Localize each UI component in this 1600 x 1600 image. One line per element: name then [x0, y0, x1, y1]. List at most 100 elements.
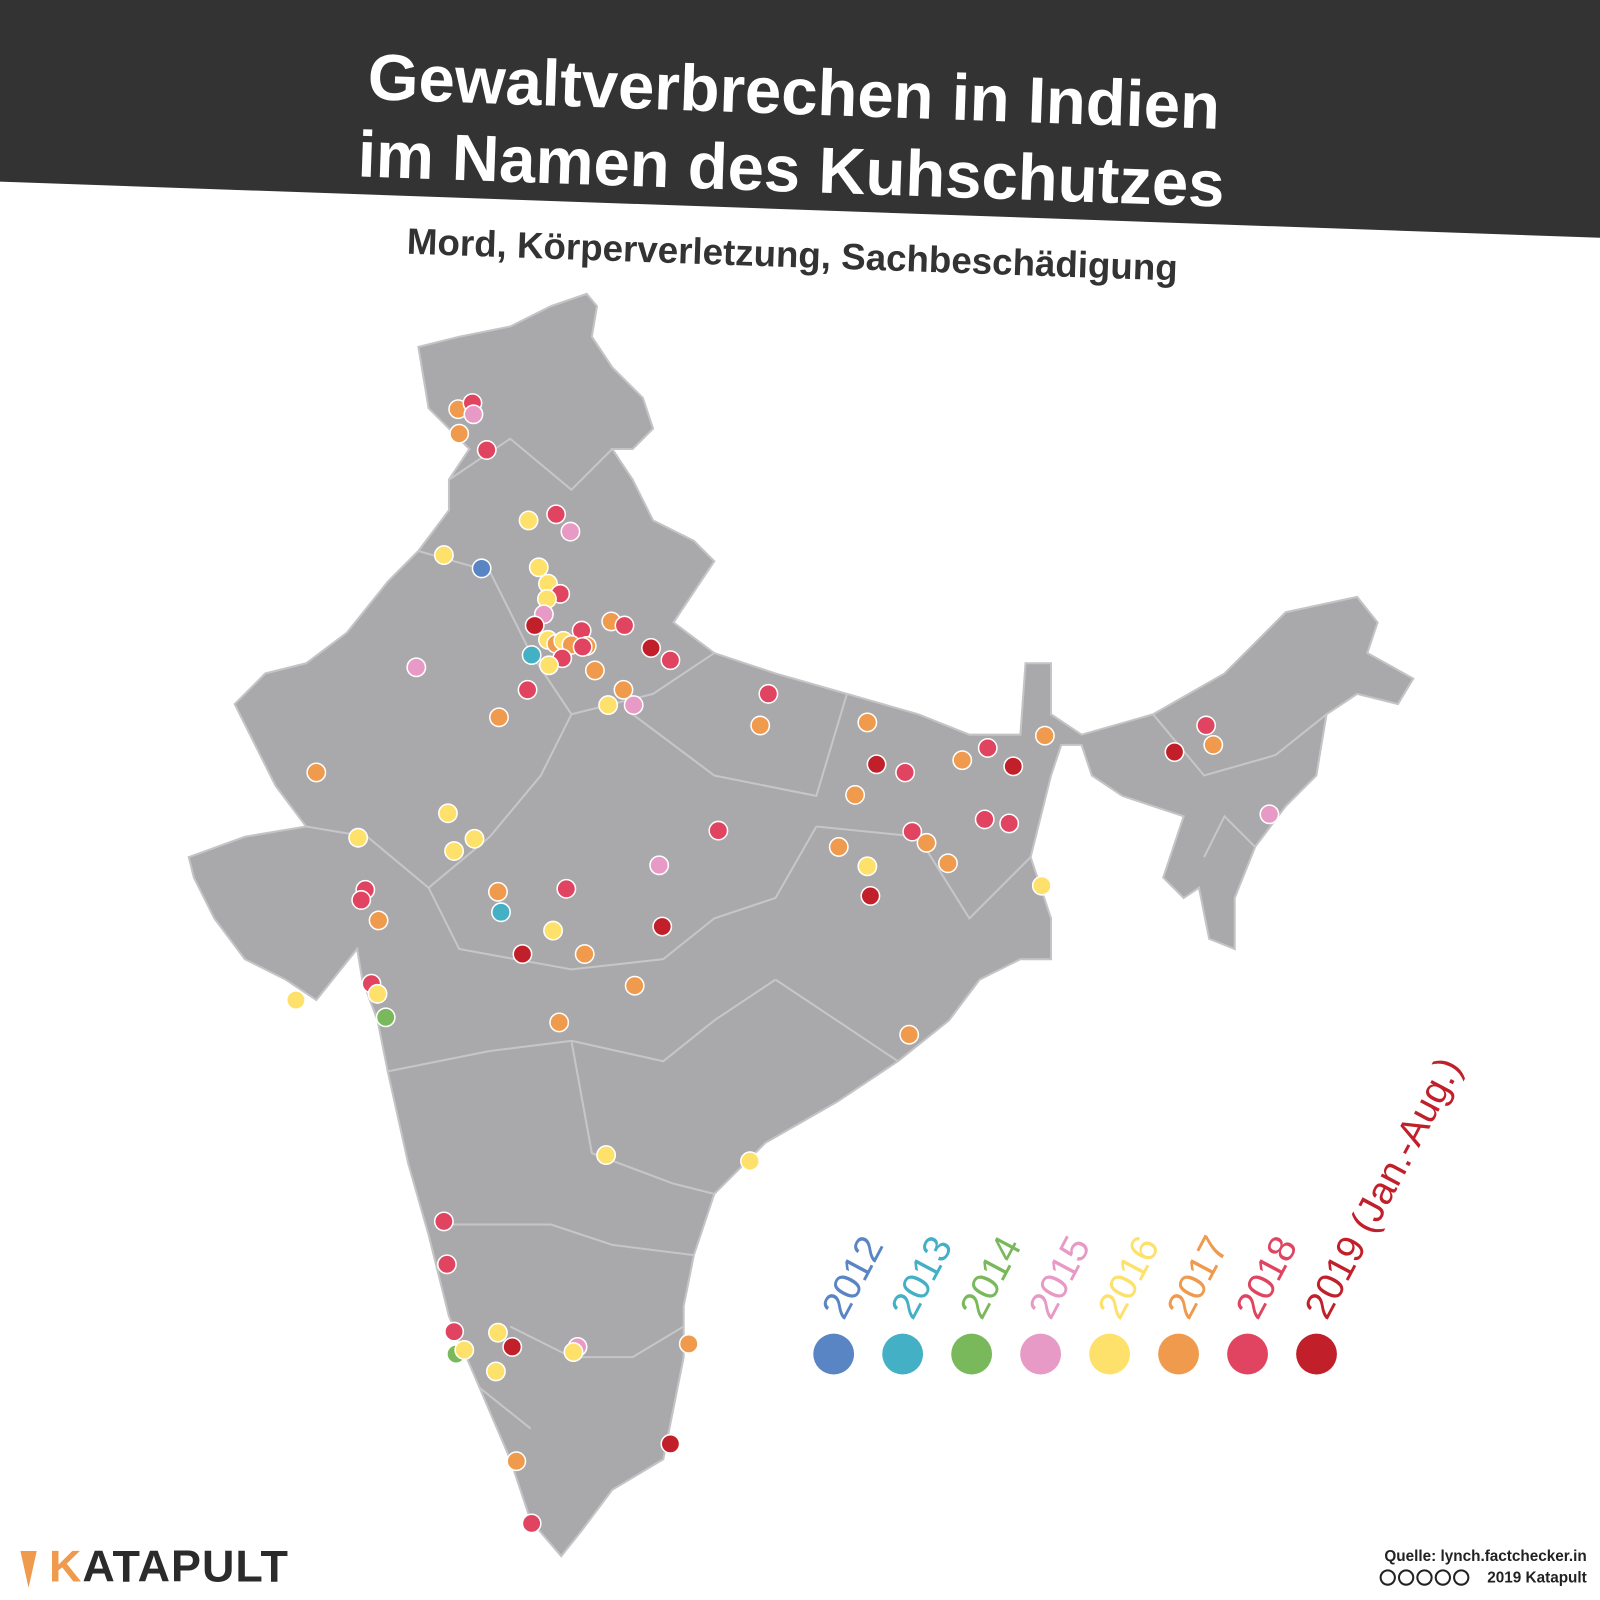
incident-dot — [539, 655, 559, 676]
incident-dot — [1034, 725, 1055, 746]
incident-dot — [572, 636, 593, 657]
incident-dot — [488, 1322, 508, 1343]
legend-label: 2014 — [952, 1229, 1030, 1325]
legend-dot — [882, 1333, 924, 1375]
incident-dot — [895, 762, 916, 783]
incident-dots — [285, 393, 1280, 1534]
incident-dot — [916, 832, 937, 853]
india-map — [187, 292, 1415, 1558]
incident-dot — [476, 440, 497, 460]
incident-dot — [845, 784, 866, 805]
incident-dot — [977, 738, 998, 758]
incident-dot — [375, 1007, 396, 1028]
incident-dot — [866, 754, 887, 775]
incident-dot — [463, 404, 484, 425]
incident-dot — [406, 657, 427, 678]
incident-dot — [285, 990, 306, 1010]
subtitle: Mord, Körperverletzung, Sachbeschädigung — [406, 221, 1178, 289]
incident-dot — [1031, 875, 1052, 896]
incident-dot — [489, 707, 509, 728]
copyright: 2019 Katapult — [1487, 1570, 1586, 1587]
logo-rest: ATAPULT — [82, 1541, 289, 1592]
incident-dot — [660, 650, 681, 671]
incident-dot — [444, 1321, 465, 1342]
incident-dot — [485, 1361, 506, 1382]
logo-icon — [20, 1551, 37, 1588]
incident-dot — [512, 944, 533, 965]
incident-dot — [614, 615, 635, 636]
incident-dot — [351, 890, 372, 910]
incident-dot — [546, 504, 567, 525]
incident-dot — [436, 1254, 457, 1275]
incident-dot — [524, 615, 545, 636]
incident-dot — [857, 712, 878, 733]
incident-dot — [660, 1433, 681, 1454]
incident-dot — [857, 856, 878, 877]
incident-dot — [860, 885, 881, 906]
legend-label: 2016 — [1090, 1229, 1168, 1325]
incident-dot — [433, 1211, 454, 1232]
incident-dot — [641, 638, 661, 658]
incident-dot — [649, 855, 670, 876]
incident-dot — [454, 1340, 475, 1360]
legend-dot — [813, 1333, 855, 1375]
legend-dot — [1089, 1333, 1130, 1375]
legend-label: 2017 — [1159, 1229, 1237, 1325]
incident-dot — [528, 557, 549, 578]
incident-dot — [521, 645, 542, 666]
incident-dot — [938, 853, 958, 874]
logo: KATAPULT — [49, 1541, 289, 1592]
legend-label: 2013 — [883, 1229, 961, 1325]
legend-dot — [1296, 1333, 1337, 1375]
incident-dot — [367, 983, 388, 1004]
cc-icons — [1379, 1569, 1470, 1586]
legend-label: 2019 (Jan.-Aug.) — [1297, 1051, 1471, 1326]
incident-dot — [444, 841, 465, 861]
incident-dot — [491, 902, 511, 923]
incident-dot — [1196, 715, 1217, 736]
incident-dot — [438, 803, 458, 824]
incident-dot — [623, 695, 644, 716]
incident-dot — [521, 1513, 542, 1534]
incident-dot — [596, 1145, 617, 1166]
incident-dot — [449, 423, 470, 444]
legend-dot — [1158, 1333, 1199, 1375]
incident-dot — [433, 545, 454, 566]
incident-dot — [828, 836, 849, 857]
incident-dot — [560, 521, 581, 542]
incident-dot — [368, 910, 389, 931]
incident-dot — [750, 715, 771, 736]
legend-label: 2012 — [814, 1229, 892, 1325]
incident-dot — [543, 920, 564, 941]
incident-dot — [556, 878, 577, 899]
incident-dot — [902, 821, 923, 842]
incident-dot — [899, 1024, 920, 1045]
incident-dot — [999, 813, 1020, 834]
logo-letter: K — [49, 1541, 82, 1592]
incident-dot — [549, 1012, 570, 1033]
incident-dot — [574, 944, 595, 965]
incident-dot — [678, 1333, 699, 1354]
incident-dot — [518, 510, 539, 531]
incident-dot — [471, 558, 492, 579]
incident-dot — [952, 750, 973, 771]
incident-dot — [974, 809, 995, 830]
incident-dot — [1259, 804, 1280, 825]
legend-dot — [951, 1333, 993, 1375]
country-shape — [187, 292, 1415, 1558]
legend-label: 2015 — [1021, 1229, 1099, 1325]
incident-dot — [652, 916, 673, 937]
legend-dot — [1020, 1333, 1062, 1375]
source: Quelle: lynch.factchecker.in — [1384, 1548, 1586, 1565]
incident-dot — [740, 1151, 760, 1172]
incident-dot — [488, 881, 508, 902]
incident-dot — [464, 828, 485, 849]
title-banner — [0, 0, 1600, 238]
incident-dot — [613, 679, 634, 700]
legend-label: 2018 — [1228, 1229, 1306, 1325]
incident-dot — [502, 1336, 523, 1357]
incident-dot — [563, 1342, 584, 1362]
incident-dot — [758, 683, 779, 704]
